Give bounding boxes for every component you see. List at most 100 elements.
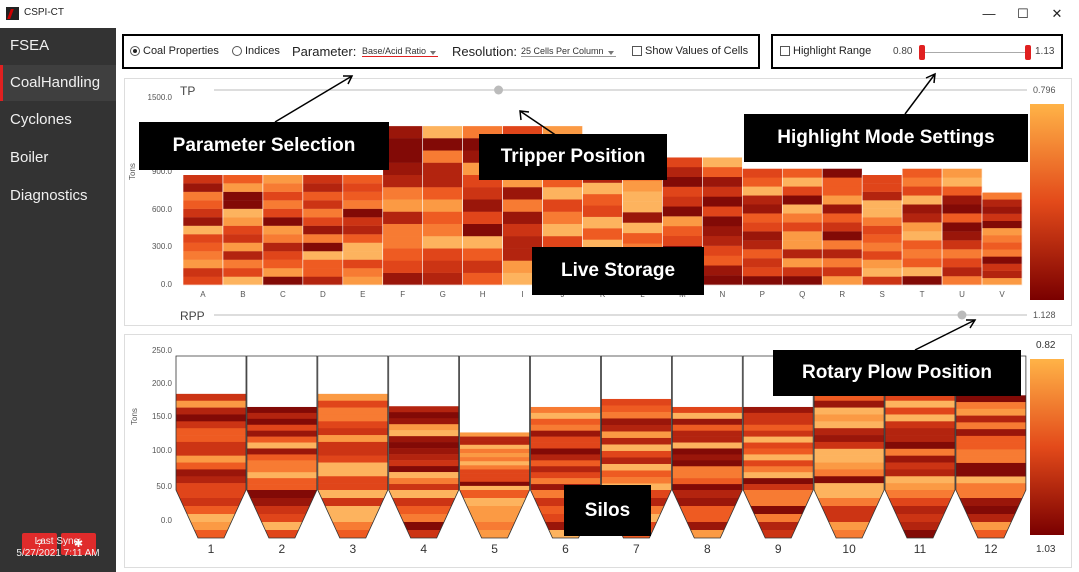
silo-band: [885, 462, 955, 470]
storage-cell: [302, 200, 344, 209]
storage-cell: [822, 177, 863, 187]
maximize-button[interactable]: ☐: [1017, 6, 1029, 21]
storage-cell: [862, 191, 903, 201]
sidebar-item-coalhandling[interactable]: CoalHandling: [0, 65, 116, 101]
live-storage-ylabel: Tons: [128, 163, 137, 180]
silo-band: [388, 430, 459, 437]
silo-band: [885, 469, 955, 477]
storage-cell: [382, 150, 423, 163]
sidebar-item-boiler[interactable]: Boiler: [10, 149, 49, 166]
silo-band: [459, 448, 530, 454]
storage-cell: [222, 242, 264, 252]
live-storage-heatmap: [182, 125, 1023, 286]
storage-cell: [742, 249, 783, 259]
silo-band: [743, 460, 814, 467]
storage-cell: [702, 206, 743, 217]
silo-band: [459, 444, 530, 450]
settings-button[interactable]: ✱: [61, 533, 96, 555]
silo-band: [885, 414, 955, 422]
highlight-range-checkbox[interactable]: Highlight Range: [780, 45, 871, 57]
storage-cell: [222, 174, 264, 184]
storage-cell: [782, 231, 823, 241]
storage-cell: [822, 222, 863, 232]
tripper-handle[interactable]: [494, 85, 504, 95]
column-label-E: E: [360, 290, 365, 299]
storage-cell: [222, 276, 264, 286]
arrowhead-tripper-position: [519, 110, 530, 121]
silo-band: [885, 455, 955, 463]
column-label-P: P: [760, 290, 765, 299]
silo-band: [601, 463, 672, 471]
storage-cell: [622, 222, 663, 234]
coal-properties-radio[interactable]: Coal Properties: [130, 45, 219, 57]
parameter-select[interactable]: Base/Acid Ratio: [362, 46, 439, 57]
storage-cell: [262, 242, 304, 252]
silo-band: [459, 481, 530, 487]
storage-cell: [262, 268, 304, 277]
callout-highlight-mode: Highlight Mode Settings: [744, 114, 1028, 162]
silo-band: [955, 429, 1026, 437]
storage-cell: [702, 157, 743, 168]
storage-cell: [982, 256, 1023, 264]
silo-band: [743, 484, 814, 491]
silo-band: [885, 476, 955, 484]
plow-handle[interactable]: [957, 310, 967, 320]
storage-cell: [742, 177, 783, 187]
sidebar-item-diagnostics[interactable]: Diagnostics: [10, 187, 88, 204]
silo-cone-band: [325, 506, 381, 514]
storage-cell: [622, 191, 663, 202]
range-slider-max-handle[interactable]: [1025, 45, 1031, 60]
silo-band: [459, 477, 530, 483]
storage-column-Q: [781, 168, 823, 286]
silo-band: [176, 407, 246, 415]
range-slider-min-handle[interactable]: [919, 45, 925, 60]
silo-colorbar-top: 0.82: [1036, 340, 1056, 351]
silo-cone-band: [190, 522, 232, 530]
sidebar-item-fsea[interactable]: FSEA: [10, 37, 50, 54]
silo-band: [530, 442, 601, 449]
show-values-checkbox[interactable]: Show Values of Cells: [632, 45, 748, 57]
silo-cone-band: [466, 506, 523, 514]
storage-column-G: [422, 125, 463, 286]
column-label-N: N: [719, 290, 725, 299]
silo-cone-band: [176, 490, 246, 498]
silo-band: [176, 421, 246, 429]
storage-cell: [262, 225, 304, 235]
silo-band: [814, 476, 885, 484]
silo-band: [601, 457, 672, 465]
resolution-select[interactable]: 25 Cells Per Column: [521, 46, 616, 57]
indices-radio[interactable]: Indices: [232, 45, 280, 57]
silo-band: [814, 421, 885, 429]
silo-band: [388, 418, 459, 425]
storage-cell: [862, 251, 903, 260]
arrow-tripper-position: [519, 110, 561, 139]
silo-band: [672, 436, 743, 443]
storage-cell: [782, 258, 823, 268]
storage-cell: [942, 204, 983, 214]
storage-cell: [382, 174, 423, 188]
silo-band: [176, 448, 246, 456]
storage-cell: [942, 267, 983, 277]
storage-cell: [302, 225, 344, 235]
sidebar-item-cyclones[interactable]: Cyclones: [10, 111, 72, 128]
silo-label-7: 7: [633, 542, 640, 556]
storage-cell: [702, 275, 743, 286]
silo-band: [601, 450, 672, 458]
help-button[interactable]: ?: [22, 533, 57, 555]
silo-band: [530, 418, 601, 426]
silo-band: [955, 422, 1026, 430]
storage-cell: [862, 174, 903, 184]
storage-cell: [342, 251, 383, 260]
close-button[interactable]: ✕: [1051, 6, 1063, 21]
storage-cell: [422, 187, 463, 200]
storage-column-V: [981, 191, 1023, 286]
plow-value: 1.128: [1033, 310, 1056, 320]
storage-cell: [702, 196, 743, 207]
silo-1: 1: [175, 355, 247, 556]
silo-cone-band: [396, 506, 452, 514]
minimize-button[interactable]: —: [982, 6, 996, 21]
silo-band: [601, 424, 672, 432]
silo-band: [176, 469, 246, 477]
storage-cell: [302, 208, 344, 218]
storage-cell: [702, 216, 743, 227]
